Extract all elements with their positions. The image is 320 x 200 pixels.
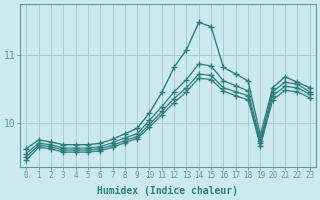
X-axis label: Humidex (Indice chaleur): Humidex (Indice chaleur) xyxy=(98,186,238,196)
